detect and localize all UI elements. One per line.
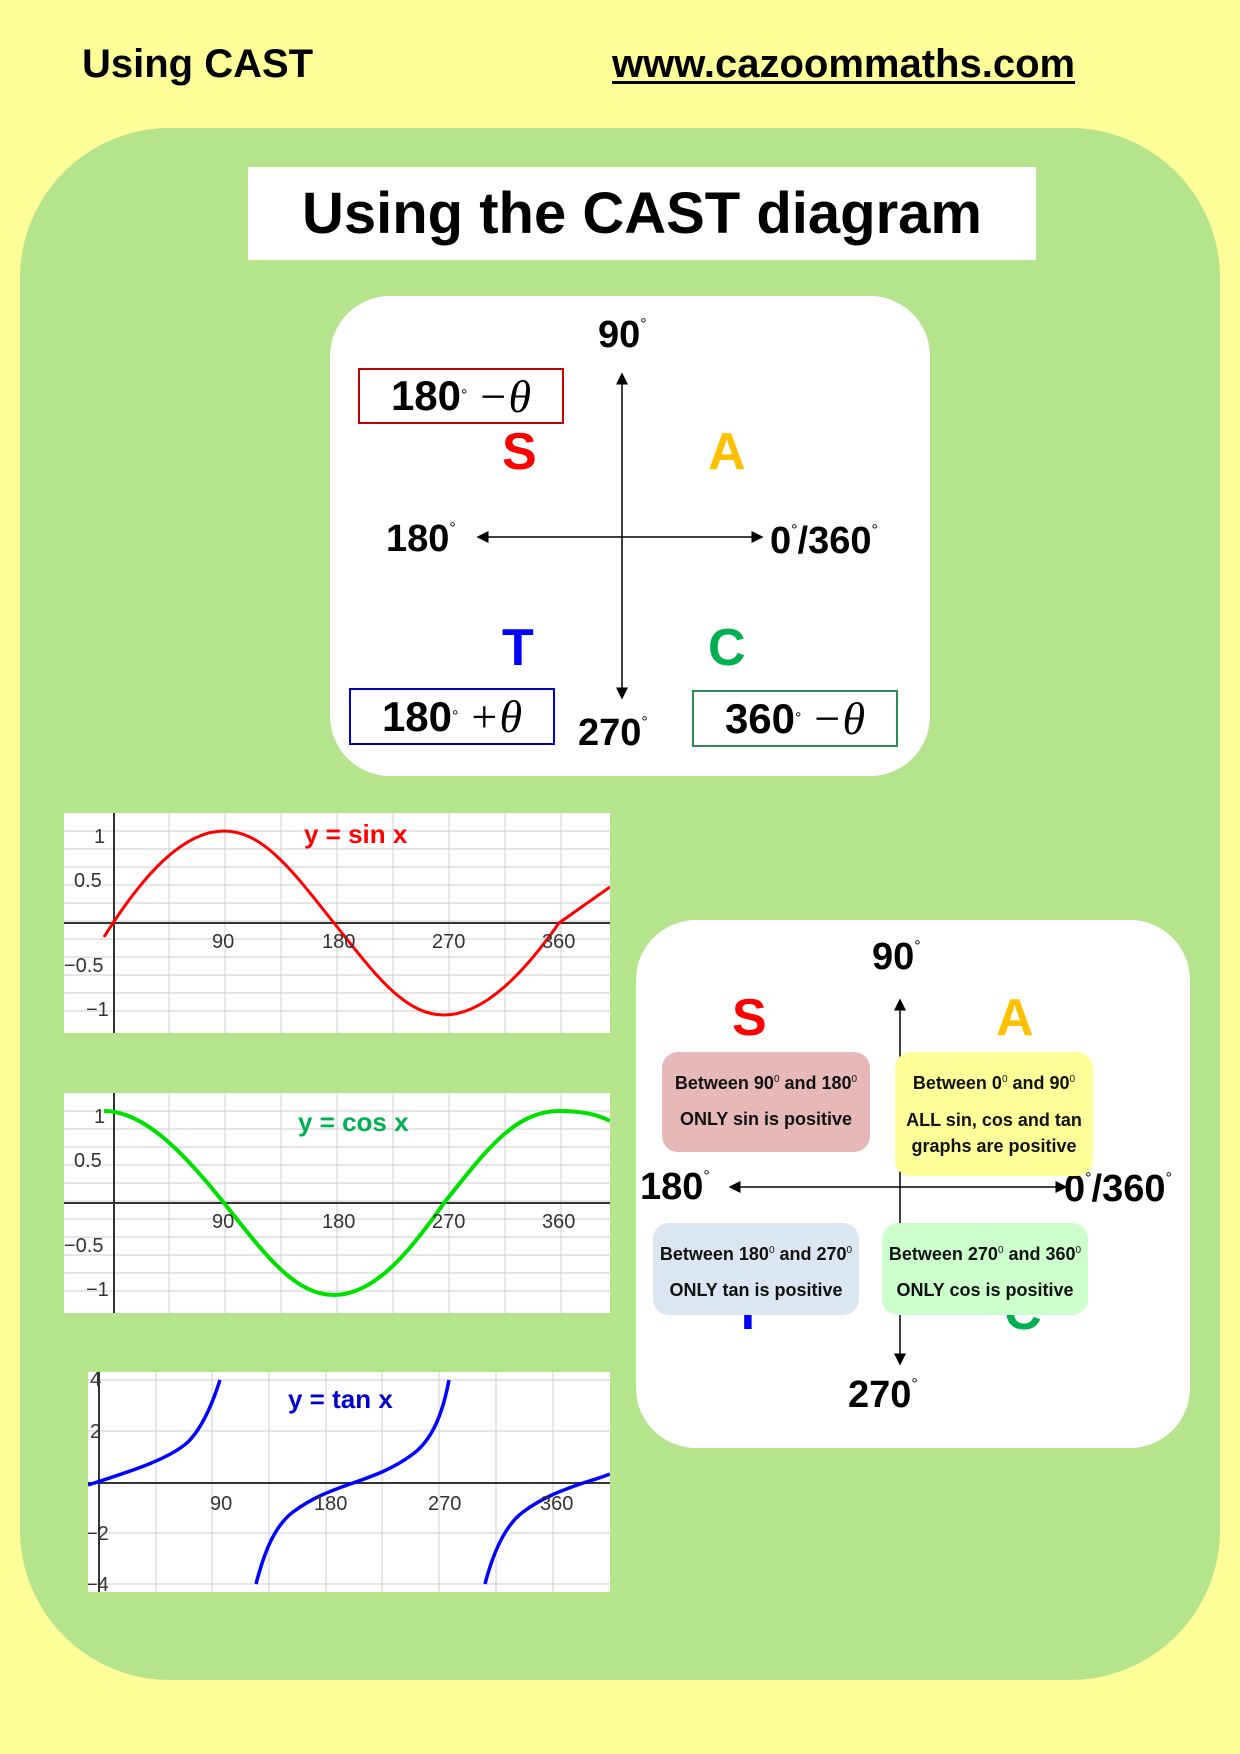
svg-text:90: 90 [212, 931, 234, 953]
svg-text:−4: −4 [88, 1574, 109, 1592]
main-title-box: Using the CAST diagram [248, 167, 1036, 260]
worksheet-title: Using CAST [82, 42, 314, 86]
info-box-t: Between 1800 and 2700 ONLY tan is positi… [653, 1223, 859, 1315]
cos-curve-icon: 90 180 270 360 1 0.5 −0.5 −1 [64, 1093, 611, 1313]
svg-text:360: 360 [540, 1493, 573, 1515]
svg-text:−0.5: −0.5 [64, 955, 103, 977]
sin-curve-icon: 90 180 270 360 1 0.5 −0.5 −1 [64, 813, 611, 1033]
axis-label-0-360: 0°/360° [1064, 1168, 1172, 1210]
svg-text:2: 2 [90, 1421, 101, 1443]
svg-text:270: 270 [428, 1493, 461, 1515]
svg-text:−1: −1 [86, 999, 109, 1021]
website-link[interactable]: www.cazoommaths.com [612, 42, 1076, 86]
axis-label-180: 180° [640, 1166, 710, 1208]
svg-text:270: 270 [432, 931, 465, 953]
cast-diagram-formulas: 90° 180° 0°/360° 270° S A T C 180 ° −θ 180… [330, 296, 930, 776]
sin-graph-label: y = sin x [304, 819, 408, 849]
svg-text:270: 270 [432, 1211, 465, 1233]
info-box-c: Between 2700 and 3600 ONLY cos is positi… [882, 1223, 1088, 1315]
svg-text:1: 1 [94, 826, 105, 848]
svg-text:4: 4 [90, 1372, 101, 1391]
formula-box-s: 180 ° −θ [358, 368, 564, 424]
quadrant-letter-t: T [502, 619, 534, 677]
svg-text:0.5: 0.5 [74, 1150, 102, 1172]
quadrant-letter-a: A [708, 423, 746, 481]
svg-text:180: 180 [322, 931, 355, 953]
svg-text:180: 180 [322, 1211, 355, 1233]
axis-label-180: 180° [386, 518, 456, 560]
svg-text:90: 90 [212, 1211, 234, 1233]
formula-box-c: 360 ° −θ [692, 690, 898, 747]
cos-graph: 90 180 270 360 1 0.5 −0.5 −1 y = cos x [64, 1093, 611, 1313]
svg-text:90: 90 [210, 1493, 232, 1515]
svg-text:−0.5: −0.5 [64, 1235, 103, 1257]
axis-label-0-360: 0°/360° [770, 520, 878, 562]
tan-curve-icon: 90 180 270 360 4 2 −2 −4 [86, 1369, 611, 1596]
quadrant-letter-s: S [732, 989, 767, 1047]
cos-graph-label: y = cos x [298, 1107, 409, 1137]
svg-text:1: 1 [94, 1106, 105, 1128]
tan-graph: 90 180 270 360 4 2 −2 −4 y = tan x [86, 1369, 611, 1596]
axis-label-90: 90° [872, 936, 921, 978]
info-box-a: Between 00 and 900 ALL sin, cos and tan … [895, 1052, 1093, 1176]
axis-label-270: 270° [848, 1374, 918, 1416]
tan-graph-label: y = tan x [288, 1384, 393, 1414]
svg-text:180: 180 [314, 1493, 347, 1515]
svg-text:360: 360 [542, 931, 575, 953]
quadrant-letter-c: C [708, 619, 746, 677]
quadrant-letter-a: A [996, 989, 1034, 1047]
svg-text:360: 360 [542, 1211, 575, 1233]
formula-box-t: 180 ° +θ [349, 688, 555, 745]
axis-label-270: 270° [578, 712, 648, 754]
main-title: Using the CAST diagram [302, 181, 982, 246]
info-box-s: Between 900 and 1800 ONLY sin is positiv… [662, 1052, 870, 1152]
axes-icon [476, 372, 764, 700]
axis-label-90: 90° [598, 314, 647, 356]
quadrant-letter-s: S [502, 423, 537, 481]
svg-text:0.5: 0.5 [74, 870, 102, 892]
svg-text:−1: −1 [86, 1279, 109, 1301]
svg-text:−2: −2 [88, 1523, 109, 1545]
cast-diagram-explained: 90° 180° 0°/360° 270° S A T C Between 90… [636, 920, 1190, 1448]
sin-graph: 90 180 270 360 1 0.5 −0.5 −1 y = sin x [64, 813, 611, 1033]
